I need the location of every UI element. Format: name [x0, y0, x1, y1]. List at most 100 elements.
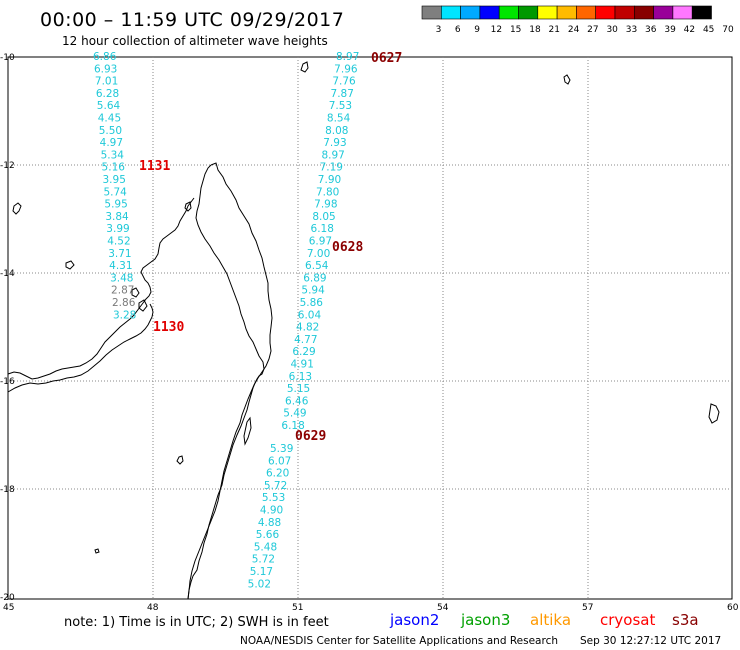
wave-height-value: 5.34: [101, 149, 125, 161]
legend-swatch: [595, 5, 616, 20]
wave-height-value: 8.97: [336, 51, 359, 63]
x-tick-label: 48: [147, 603, 159, 613]
wave-height-value: 7.87: [331, 88, 354, 100]
wave-height-value: 3.28: [113, 309, 136, 321]
wave-height-value: 5.17: [250, 566, 273, 578]
wave-height-value: 5.48: [254, 541, 277, 553]
mayotte-island: [300, 61, 309, 73]
wave-height-value: 7.53: [329, 100, 352, 112]
altimeter-track-east-lower: 5.396.076.205.725.534.904.885.665.485.72…: [248, 443, 294, 590]
legend-label: 18: [529, 25, 541, 35]
wave-height-value: 5.72: [252, 554, 275, 566]
wave-height-value: 5.72: [264, 480, 287, 492]
legend-swatch: [633, 5, 654, 20]
coastline: [7, 61, 720, 600]
legend-swatch: [653, 5, 674, 20]
wave-height-value: 4.45: [98, 113, 121, 125]
wave-height-value: 3.71: [108, 248, 131, 260]
wave-height-value: 4.82: [296, 322, 319, 334]
wave-height-value: 7.98: [314, 199, 337, 211]
pass-time-label: 0628: [332, 240, 363, 255]
wave-height-value: 6.07: [268, 455, 291, 467]
agency-credit: NOAA/NESDIS Center for Satellite Applica…: [240, 635, 558, 647]
wave-height-value: 5.02: [248, 578, 271, 590]
legend-label: 27: [587, 25, 598, 35]
wave-height-value: 5.86: [300, 297, 324, 309]
wave-height-value: 4.52: [107, 236, 130, 248]
legend-swatch: [479, 5, 500, 20]
wave-height-value: 5.15: [287, 383, 310, 395]
wave-height-value: 6.46: [285, 395, 309, 407]
figure-subtitle: 12 hour collection of altimeter wave hei…: [62, 34, 328, 48]
y-tick-label: -14: [0, 269, 15, 279]
legend-label: 12: [491, 25, 502, 35]
wave-height-value: 7.19: [320, 162, 343, 174]
wave-height-value: 5.49: [283, 408, 306, 420]
wave-height-value: 4.31: [109, 260, 132, 272]
lat-lon-grid: [8, 57, 732, 599]
legend-swatch: [672, 5, 693, 20]
wave-height-value: 6.04: [298, 309, 322, 321]
wave-height-value: 6.28: [96, 88, 119, 100]
satellite-name-cryosat: cryosat: [600, 611, 655, 629]
legend-label: 70: [722, 25, 734, 35]
legend-swatch: [440, 5, 461, 20]
wave-height-value: 6.54: [305, 260, 329, 272]
wave-height-value: 8.08: [325, 125, 348, 137]
units-note: note: 1) Time is in UTC; 2) SWH is in fe…: [64, 615, 329, 630]
madagascar-coastline: [187, 162, 273, 600]
wave-height-value: 4.97: [100, 137, 123, 149]
wave-height-value: 8.05: [312, 211, 335, 223]
wave-height-value: 3.84: [105, 211, 129, 223]
map-frame: [7, 56, 733, 600]
wave-height-value: 4.91: [291, 359, 314, 371]
wave-height-value: 5.39: [270, 443, 293, 455]
africa-inner-coast: [7, 303, 154, 393]
wave-height-value: 6.18: [311, 223, 334, 235]
altimeter-track-west: 6.866.937.016.285.644.455.504.975.345.16…: [93, 51, 136, 321]
wave-height-value: 5.16: [102, 162, 126, 174]
wave-height-value: 4.90: [260, 505, 283, 517]
x-tick-label: 54: [437, 603, 449, 613]
x-tick-label: 60: [727, 603, 739, 613]
wave-height-value: 8.54: [327, 113, 351, 125]
satellite-name-s3a: s3a: [672, 611, 699, 629]
legend-swatch: [421, 5, 442, 20]
wave-height-value: 5.53: [262, 492, 285, 504]
x-tick-label: 45: [3, 603, 14, 613]
wave-height-value: 6.13: [289, 371, 312, 383]
legend-swatch: [518, 5, 539, 20]
wave-height-value: 5.95: [104, 199, 127, 211]
wave-height-value: 7.96: [334, 63, 358, 75]
small-islet: [138, 299, 148, 312]
y-tick-label: -18: [0, 485, 15, 495]
wave-height-value: 6.18: [281, 420, 304, 432]
wave-height-value: 7.76: [332, 76, 356, 88]
pass-time-label: 0629: [295, 429, 326, 444]
legend-label: 15: [510, 25, 521, 35]
x-tick-label: 51: [292, 603, 303, 613]
wave-height-value: 6.97: [309, 236, 332, 248]
altimeter-track-east-upper: 8.977.967.767.877.538.548.087.938.977.19…: [281, 51, 359, 432]
legend-swatch: [614, 5, 635, 20]
wave-height-legend: [421, 5, 712, 20]
y-tick-label: -10: [0, 53, 15, 63]
small-islet: [176, 455, 184, 465]
europa-island: [243, 416, 252, 446]
legend-label: 21: [549, 25, 560, 35]
wave-height-value: 2.87: [111, 285, 134, 297]
wave-height-value: 6.86: [93, 51, 117, 63]
pass-time-label: 0627: [371, 51, 402, 66]
y-tick-label: -16: [0, 377, 15, 387]
wave-height-value: 6.93: [94, 63, 117, 75]
wave-height-value: 4.77: [294, 334, 317, 346]
wave-height-value: 8.97: [321, 149, 344, 161]
wave-height-value: 3.99: [106, 223, 129, 235]
comoros-island: [184, 201, 192, 212]
wave-height-value: 6.29: [292, 346, 315, 358]
legend-label: 42: [684, 25, 695, 35]
legend-label: 36: [645, 25, 657, 35]
